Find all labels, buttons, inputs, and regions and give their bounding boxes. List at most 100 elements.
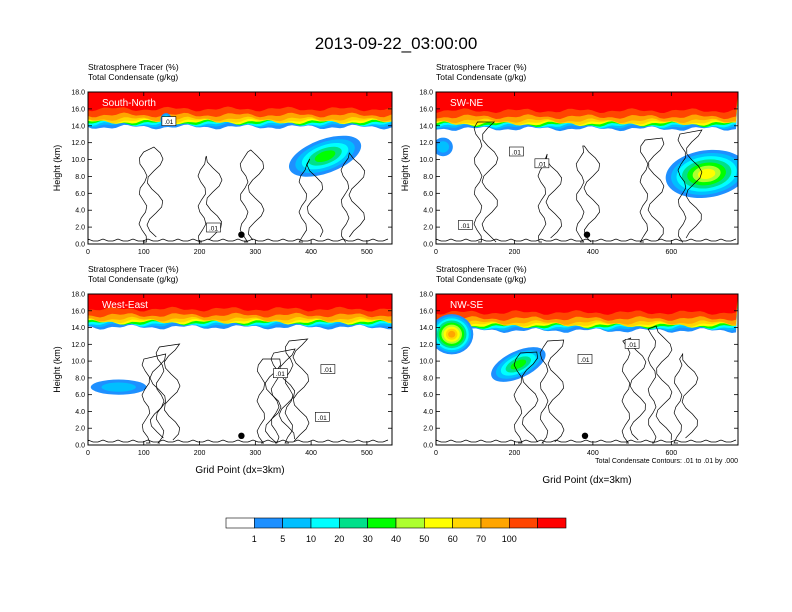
colorbar-label: 70 xyxy=(476,534,486,544)
colorbar-box xyxy=(537,517,567,529)
x-tick-label: 200 xyxy=(509,249,521,256)
colorbar-label: 20 xyxy=(334,534,344,544)
condensate-contour-surface xyxy=(436,238,737,242)
condensate-contour-line xyxy=(138,146,164,243)
panel-label: West-East xyxy=(102,300,148,311)
y-tick-label: 2.0 xyxy=(75,426,85,433)
panel-west-east: Stratosphere Tracer (%)Total Condensate … xyxy=(52,264,393,457)
tracer-blob-level xyxy=(437,141,450,153)
y-tick-label: 16.0 xyxy=(71,308,85,315)
x-tick-label: 100 xyxy=(138,249,150,256)
colorbar-box xyxy=(254,517,283,529)
x-tick-label: 400 xyxy=(587,450,599,457)
plot-area: .01 .01 xyxy=(88,92,392,244)
x-tick-label: 0 xyxy=(86,450,90,457)
tracer-band xyxy=(88,294,392,312)
x-tick-label: 200 xyxy=(194,450,206,457)
colorbar-box xyxy=(310,517,340,529)
y-tick-label: 0.0 xyxy=(75,242,85,249)
x-tick-label: 600 xyxy=(665,450,677,457)
tracer-blob-level xyxy=(697,168,716,180)
contour-label-box xyxy=(314,411,330,422)
colorbar-box xyxy=(395,517,425,529)
contour-label: .01 xyxy=(276,371,285,378)
x-tick-label: 400 xyxy=(305,249,317,256)
condensate-contour-line xyxy=(647,325,673,444)
condensate-contour-line xyxy=(639,137,665,243)
y-tick-label: 16.0 xyxy=(419,106,433,113)
contour-label: .01 xyxy=(580,357,589,364)
condensate-contours xyxy=(436,121,737,243)
colorbar-box xyxy=(282,517,312,529)
contour-label-box xyxy=(509,146,524,157)
x-axis-label-left: Grid Point (dx=3km) xyxy=(195,465,284,476)
plot-frame xyxy=(87,293,393,446)
x-tick-label: 300 xyxy=(249,249,261,256)
condensate-contour-line xyxy=(340,152,366,243)
plot-area: .01 .01 .01 xyxy=(436,92,738,244)
contour-label: .01 xyxy=(323,367,332,374)
y-axis-label: Height (km) xyxy=(400,346,410,393)
panel-subtitle-line1: Stratosphere Tracer (%) xyxy=(436,62,527,72)
x-tick-label: 0 xyxy=(86,249,90,256)
colorbar: 1 5 10 20 30 40 50 60 70 100 xyxy=(225,517,567,544)
condensate-contour-line xyxy=(239,149,265,243)
contour-note: Total Condensate Contours: .01 to .01 by… xyxy=(595,458,738,465)
y-tick-label: 14.0 xyxy=(71,325,85,332)
y-tick-label: 4.0 xyxy=(75,409,85,416)
x-tick-label: 600 xyxy=(665,249,677,256)
panel-sw-ne: Stratosphere Tracer (%)Total Condensate … xyxy=(400,62,739,256)
y-tick-label: 4.0 xyxy=(423,409,433,416)
y-tick-label: 10.0 xyxy=(71,359,85,366)
y-tick-label: 0.0 xyxy=(423,242,433,249)
y-tick-label: 4.0 xyxy=(75,208,85,215)
plot-frame xyxy=(435,293,739,446)
contour-label: .01 xyxy=(461,223,470,230)
y-tick-label: 2.0 xyxy=(423,225,433,232)
panel-subtitle-line2: Total Condensate (g/kg) xyxy=(88,274,178,284)
condensate-contour-line xyxy=(284,338,310,444)
panel-subtitle-line2: Total Condensate (g/kg) xyxy=(436,72,526,82)
panel-subtitle-line1: Stratosphere Tracer (%) xyxy=(88,62,179,72)
x-tick-label: 100 xyxy=(138,450,150,457)
y-tick-label: 8.0 xyxy=(423,375,433,382)
contour-label-box xyxy=(161,116,177,126)
x-tick-label: 500 xyxy=(361,249,373,256)
condensate-contour-line xyxy=(537,153,563,243)
y-tick-label: 6.0 xyxy=(75,392,85,399)
plot-area: .01 .01 xyxy=(436,294,738,445)
condensate-contour-surface xyxy=(436,439,737,443)
condensate-contour-line xyxy=(677,129,703,243)
y-axis-label: Height (km) xyxy=(52,145,62,192)
condensate-contour-surface xyxy=(88,439,389,443)
y-axis-label: Height (km) xyxy=(400,145,410,192)
colorbar-label: 40 xyxy=(391,534,401,544)
panel-subtitle-line1: Stratosphere Tracer (%) xyxy=(436,264,527,274)
y-tick-label: 8.0 xyxy=(423,174,433,181)
figure-title: 2013-09-22_03:00:00 xyxy=(315,34,478,53)
colorbar-label: 30 xyxy=(363,534,373,544)
location-marker xyxy=(583,231,591,238)
contour-label-box xyxy=(577,354,593,364)
y-tick-label: 16.0 xyxy=(419,308,433,315)
condensate-contour-line xyxy=(575,145,601,243)
colorbar-box xyxy=(225,517,255,529)
plot-area: .01 .01 .01 xyxy=(88,294,392,445)
condensate-contour-line xyxy=(298,158,324,243)
condensate-contour-line xyxy=(513,351,539,444)
y-tick-label: 8.0 xyxy=(75,375,85,382)
y-tick-label: 10.0 xyxy=(71,157,85,164)
x-tick-label: 200 xyxy=(509,450,521,457)
y-tick-label: 16.0 xyxy=(71,106,85,113)
panel-subtitle-line1: Stratosphere Tracer (%) xyxy=(88,264,179,274)
condensate-contour-line xyxy=(270,348,296,444)
tracer-blob-level xyxy=(448,330,456,338)
y-tick-label: 18.0 xyxy=(419,90,433,97)
y-tick-label: 10.0 xyxy=(419,157,433,164)
x-tick-label: 400 xyxy=(305,450,317,457)
colorbar-label: 5 xyxy=(280,534,285,544)
y-tick-label: 12.0 xyxy=(419,140,433,147)
y-tick-label: 0.0 xyxy=(75,443,85,450)
tracer-blob-level xyxy=(510,359,527,370)
x-tick-label: 400 xyxy=(587,249,599,256)
